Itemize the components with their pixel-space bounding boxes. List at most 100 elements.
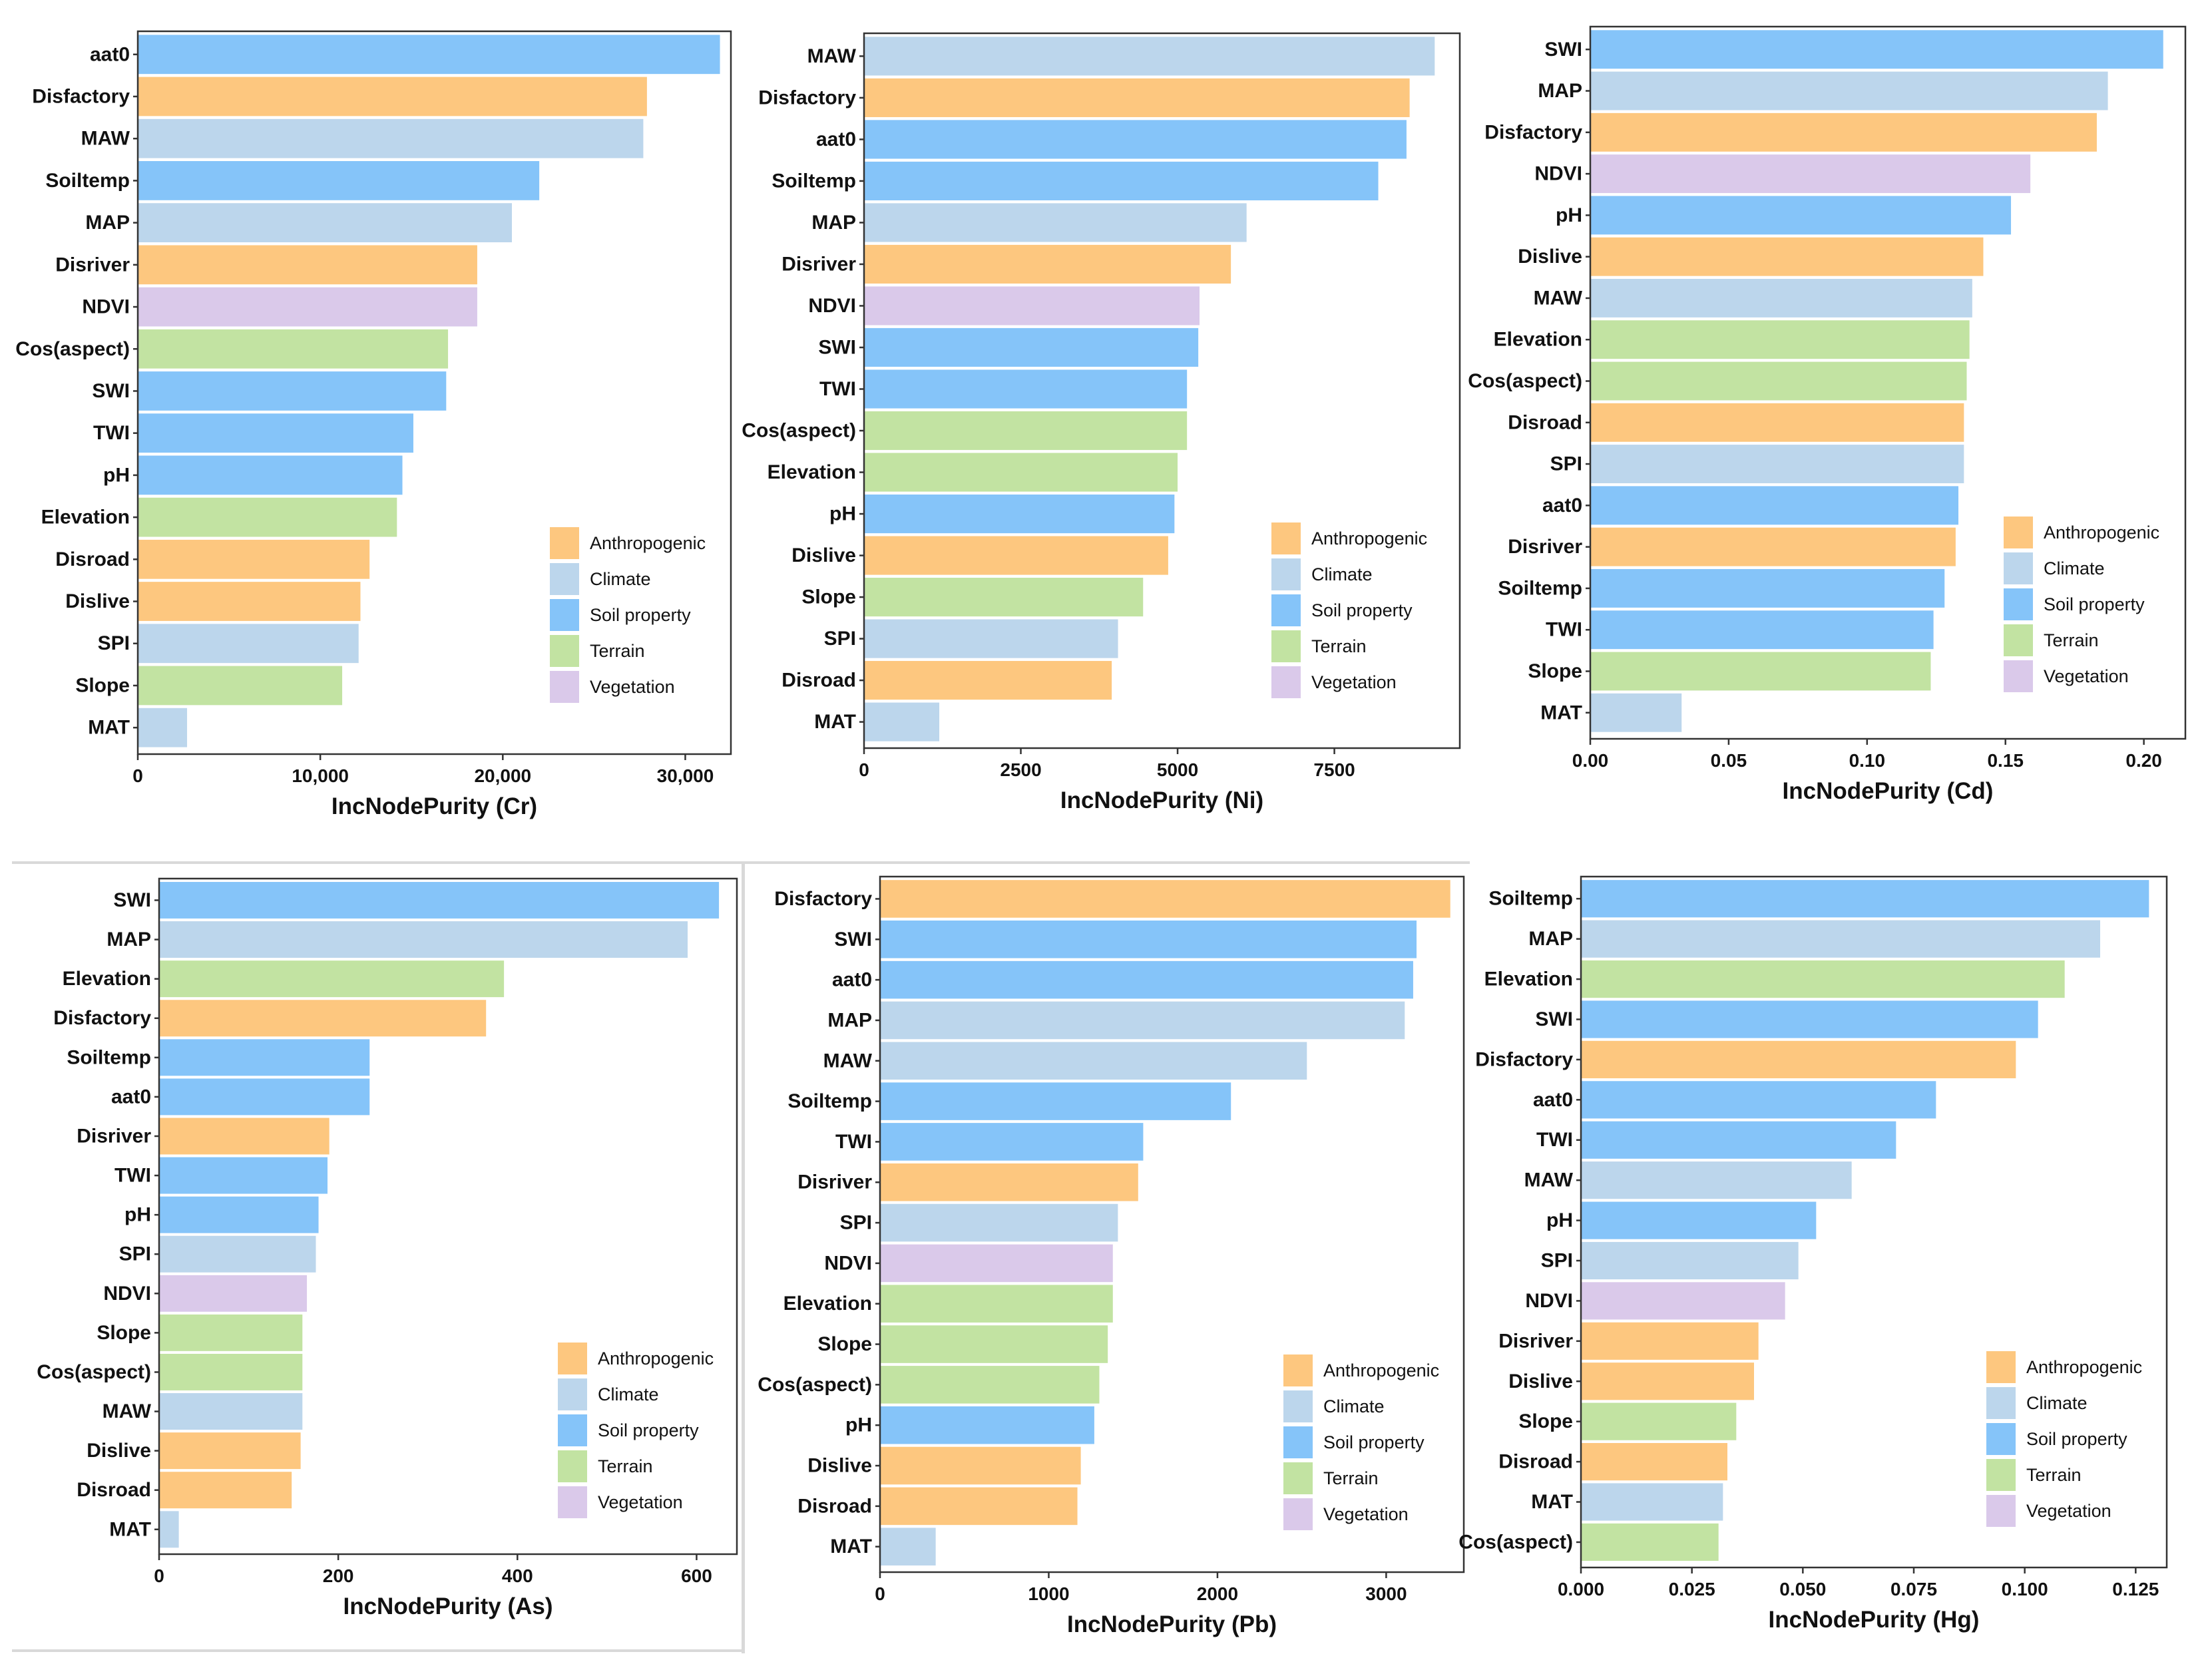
x-axis-title: IncNodePurity (Pb) <box>1067 1611 1277 1637</box>
bar-twi <box>1590 610 1934 650</box>
axis-frame <box>1589 25 2187 740</box>
bar-soiltemp <box>1581 880 2149 918</box>
bar-elevation <box>1581 960 2065 998</box>
legend-label: Vegetation <box>1323 1504 1409 1524</box>
legend-label: Vegetation <box>2026 1501 2111 1521</box>
legend-swatch-soil <box>558 1414 587 1446</box>
legend-swatch-climate <box>2004 552 2033 584</box>
category-label: SPI <box>824 628 856 650</box>
x-tick-label: 10,000 <box>292 765 349 786</box>
bar-chart-panel-5: Disfactory SWI aat0 MAP MAW Soiltemp TWI Disriv… <box>758 875 1465 1637</box>
legend-swatch-anthro <box>1283 1354 1313 1386</box>
category-label: TWI <box>114 1165 151 1187</box>
legend-label: Anthropogenic <box>590 533 706 553</box>
bar-soiltemp <box>1590 568 1945 608</box>
category-label: Dislive <box>1508 1370 1573 1392</box>
category-label: SWI <box>1544 39 1582 61</box>
category-label: Cos(aspect) <box>1458 1531 1573 1553</box>
bar-slope <box>138 666 343 706</box>
legend-label: Anthropogenic <box>2026 1357 2142 1377</box>
bar-mat <box>159 1511 179 1548</box>
bar-cos-aspect- <box>159 1353 303 1390</box>
bar-ph <box>1590 196 2012 235</box>
legend-swatch-soil <box>2004 588 2033 620</box>
category-label: NDVI <box>1534 163 1582 185</box>
legend-swatch-veg <box>1986 1495 2016 1527</box>
legend-swatch-veg <box>558 1486 587 1518</box>
category-label: MAW <box>823 1050 873 1072</box>
bar-soiltemp <box>138 161 540 200</box>
x-tick-label: 7500 <box>1313 759 1355 780</box>
legend-swatch-climate <box>1986 1387 2016 1419</box>
bar-swi <box>1590 30 2163 69</box>
category-label: Dislive <box>87 1440 151 1462</box>
bar-mat <box>1581 1483 1723 1521</box>
legend-swatch-anthro <box>550 527 579 559</box>
category-label: SWI <box>818 336 856 358</box>
bar-disriver <box>1590 527 1956 566</box>
category-label: Elevation <box>63 968 151 990</box>
bar-aat0 <box>880 960 1413 999</box>
category-label: SPI <box>98 632 130 654</box>
legend: Anthropogenic Climate Soil property Terrain… <box>1986 1351 2142 1527</box>
bar-maw <box>1581 1161 1852 1199</box>
category-label: Disfactory <box>53 1007 151 1029</box>
category-label: Slope <box>801 586 856 608</box>
legend-label: Anthropogenic <box>1323 1360 1439 1380</box>
bar-aat0 <box>1581 1081 1936 1119</box>
bar-disroad <box>159 1472 292 1509</box>
category-label: SWI <box>92 380 130 402</box>
bar-ph <box>880 1406 1094 1444</box>
category-label: Elevation <box>41 507 130 528</box>
bar-cos-aspect- <box>880 1366 1100 1404</box>
legend-label: Terrain <box>1311 636 1367 656</box>
bar-mat <box>138 708 188 747</box>
bar-elevation <box>864 453 1178 492</box>
x-tick-label: 5000 <box>1157 759 1198 780</box>
category-label: Slope <box>75 674 130 696</box>
legend-swatch-terrain <box>550 635 579 667</box>
legend-swatch-anthro <box>558 1343 587 1374</box>
category-label: Soiltemp <box>772 170 856 192</box>
category-label: pH <box>124 1204 151 1226</box>
category-label: pH <box>1546 1209 1573 1231</box>
category-label: aat0 <box>832 969 872 991</box>
bar-elevation <box>159 960 505 998</box>
category-label: Disroad <box>781 670 856 692</box>
legend-label: Terrain <box>2026 1465 2082 1485</box>
bar-disriver <box>880 1163 1138 1201</box>
legend-label: Soil property <box>2044 594 2145 614</box>
category-label: TWI <box>1536 1129 1573 1151</box>
bar-spi <box>1581 1241 1799 1280</box>
x-tick-label: 1000 <box>1028 1583 1069 1604</box>
category-label: NDVI <box>82 296 130 318</box>
category-label: aat0 <box>1542 495 1582 517</box>
bar-map <box>1590 71 2108 110</box>
legend-label: Soil property <box>1323 1432 1425 1452</box>
bar-disriver <box>864 244 1231 284</box>
category-label: pH <box>845 1414 872 1436</box>
category-label: MAP <box>85 212 130 234</box>
bar-elevation <box>138 497 397 537</box>
bar-slope <box>159 1314 303 1351</box>
bar-aat0 <box>138 35 720 75</box>
x-axis-title: IncNodePurity (Ni) <box>1060 787 1263 813</box>
bar-twi <box>1581 1121 1896 1159</box>
legend-swatch-soil <box>1283 1426 1313 1458</box>
legend: Anthropogenic Climate Soil property Terrain… <box>1283 1354 1439 1530</box>
x-tick-label: 0.075 <box>1890 1579 1937 1599</box>
bar-ndvi <box>138 287 477 327</box>
bar-chart-panel-6: Soiltemp MAP Elevation SWI Disfactory aat0 TWI… <box>1458 875 2168 1633</box>
legend-swatch-anthro <box>2004 517 2033 548</box>
bar-maw <box>159 1393 303 1430</box>
bar-chart-panel-4: SWI MAP Elevation Disfactory Soiltemp aat0 Dis… <box>37 877 738 1619</box>
x-axis-title: IncNodePurity (Cr) <box>332 793 537 819</box>
category-label: NDVI <box>103 1283 151 1305</box>
category-label: pH <box>103 464 130 486</box>
legend-label: Anthropogenic <box>598 1349 714 1368</box>
bar-mat <box>864 702 940 741</box>
category-label: Soiltemp <box>1488 888 1573 910</box>
legend-swatch-anthro <box>1986 1351 2016 1383</box>
x-tick-label: 0.100 <box>2002 1579 2048 1599</box>
x-tick-label: 0.10 <box>1849 750 1886 771</box>
